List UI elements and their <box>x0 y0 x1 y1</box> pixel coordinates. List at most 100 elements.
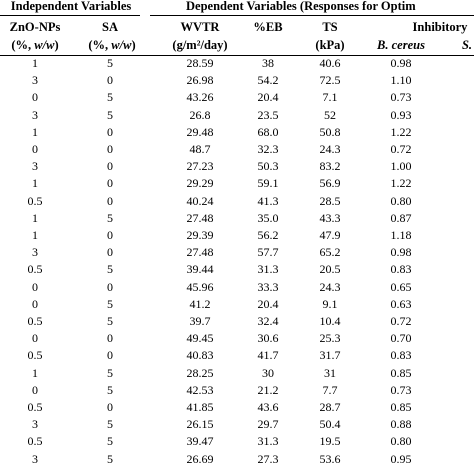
cell-eb: 23.5 <box>257 107 279 122</box>
cell-wvtr: 45.96 <box>186 279 214 294</box>
table-row: 3 0 26.98 54.2 72.5 1.10 <box>0 72 474 89</box>
cell-b-cereus: 1.18 <box>390 228 412 242</box>
cell-zno: 3 <box>32 159 38 174</box>
cell-zno: 0 <box>32 331 38 346</box>
cell-zno: 0.5 <box>27 193 43 208</box>
cell-zno: 1 <box>32 56 38 70</box>
cell-zno: 0 <box>32 279 38 294</box>
cell-b-cereus: 0.72 <box>390 314 412 328</box>
cell-wvtr: 27.48 <box>186 245 214 260</box>
cell-sa: 5 <box>107 56 113 70</box>
cell-zno: 0.5 <box>27 314 43 328</box>
cell-zno: 3 <box>32 245 38 260</box>
cell-zno: 1 <box>32 124 38 139</box>
table-row: 1 5 28.25 30 31 0.85 <box>0 365 474 382</box>
cell-b-cereus: 1.00 <box>390 159 412 174</box>
table-row: 0 5 42.53 21.2 7.7 0.73 <box>0 382 474 399</box>
cell-wvtr: 39.47 <box>186 434 214 449</box>
cell-eb: 57.7 <box>257 245 279 260</box>
header-group-row: Independent Variables Dependent Variable… <box>0 0 474 15</box>
unit-ts: (kPa) <box>315 38 345 52</box>
cell-zno: 0.5 <box>27 400 43 414</box>
cell-wvtr: 26.15 <box>186 417 214 432</box>
cell-eb: 30.6 <box>257 331 279 346</box>
cell-eb: 41.3 <box>257 193 279 208</box>
cell-b-cereus: 1.22 <box>390 124 412 139</box>
header-bottom-rule <box>0 55 474 56</box>
cell-sa: 5 <box>107 314 113 328</box>
cell-ts: 7.7 <box>322 382 338 397</box>
table-row: 0 5 43.26 20.4 7.1 0.73 <box>0 89 474 106</box>
cell-eb: 29.7 <box>257 417 279 432</box>
cell-eb: 38 <box>262 56 274 70</box>
cell-ts: 28.5 <box>319 193 341 208</box>
table-row: 0.5 5 39.7 32.4 10.4 0.72 <box>0 313 474 330</box>
table-row: 1 0 29.29 59.1 56.9 1.22 <box>0 175 474 192</box>
cell-b-cereus: 0.73 <box>390 382 412 397</box>
cell-zno: 0 <box>32 382 38 397</box>
cell-sa: 5 <box>107 296 113 311</box>
cell-eb: 21.2 <box>257 382 279 397</box>
cell-ts: 72.5 <box>319 73 341 88</box>
cell-ts: 24.3 <box>319 279 341 294</box>
column-eb: %EB <box>253 20 283 34</box>
cell-sa: 0 <box>107 245 113 260</box>
cell-eb: 32.3 <box>257 142 279 156</box>
cell-b-cereus: 0.98 <box>390 245 412 260</box>
column-ts: TS <box>322 20 338 34</box>
dependent-variables-heading: Dependent Variables (Responses for Optim <box>186 0 416 13</box>
cell-b-cereus: 0.80 <box>390 434 412 449</box>
cell-zno: 3 <box>32 73 38 88</box>
cell-ts: 50.4 <box>319 417 341 432</box>
table-row: 3 0 27.23 50.3 83.2 1.00 <box>0 158 474 175</box>
cell-ts: 31.7 <box>319 348 341 363</box>
dependent-underline <box>150 15 474 16</box>
cell-wvtr: 28.25 <box>186 365 214 380</box>
cell-b-cereus: 1.10 <box>390 73 412 88</box>
cell-ts: 20.5 <box>319 262 341 277</box>
cell-b-cereus: 0.80 <box>390 193 412 208</box>
cell-zno: 3 <box>32 451 38 466</box>
cell-sa: 5 <box>107 451 113 466</box>
cell-wvtr: 27.23 <box>186 159 214 174</box>
cell-zno: 0.5 <box>27 434 43 449</box>
cell-b-cereus: 0.83 <box>390 262 412 277</box>
cell-eb: 30 <box>262 365 274 380</box>
cell-sa: 0 <box>107 73 113 88</box>
unit-b-cereus: B. cereus <box>377 38 425 52</box>
table-row: 3 5 26.69 27.3 53.6 0.95 <box>0 451 474 468</box>
cell-ts: 25.3 <box>319 331 341 346</box>
table-row: 3 0 27.48 57.7 65.2 0.98 <box>0 244 474 261</box>
cell-b-cereus: 1.22 <box>390 176 412 191</box>
unit-wvtr: (g/m²/day) <box>172 38 228 52</box>
cell-wvtr: 28.59 <box>186 56 214 70</box>
cell-eb: 59.1 <box>257 176 279 191</box>
cell-ts: 24.3 <box>319 142 341 156</box>
cell-sa: 0 <box>107 193 113 208</box>
column-wvtr: WVTR <box>180 20 220 34</box>
cell-eb: 43.6 <box>257 400 279 414</box>
cell-b-cereus: 0.65 <box>390 279 412 294</box>
table-row: 0.5 0 41.85 43.6 28.7 0.85 <box>0 399 474 416</box>
cell-eb: 56.2 <box>257 228 279 242</box>
cell-b-cereus: 0.98 <box>390 56 412 70</box>
header-unit-row: (%, w/w) (%, w/w) (g/m²/day) (kPa) B. ce… <box>0 36 474 54</box>
cell-wvtr: 43.26 <box>186 90 214 105</box>
cell-sa: 0 <box>107 124 113 139</box>
cell-wvtr: 40.83 <box>186 348 214 363</box>
unit-s: S. <box>461 38 473 52</box>
table-row: 1 5 27.48 35.0 43.3 0.87 <box>0 210 474 227</box>
cell-ts: 56.9 <box>319 176 341 191</box>
cell-sa: 0 <box>107 176 113 191</box>
cell-eb: 41.7 <box>257 348 279 363</box>
cell-sa: 5 <box>107 382 113 397</box>
cell-b-cereus: 0.87 <box>390 210 412 225</box>
cell-eb: 31.3 <box>257 262 279 277</box>
cell-b-cereus: 0.95 <box>390 451 412 466</box>
table-row: 0.5 5 39.44 31.3 20.5 0.83 <box>0 261 474 278</box>
cell-ts: 50.8 <box>319 124 341 139</box>
table-row: 0.5 0 40.24 41.3 28.5 0.80 <box>0 193 474 210</box>
unit-zno-text: (%, w/w) <box>11 38 59 52</box>
cell-wvtr: 26.98 <box>186 73 214 88</box>
column-sa: SA <box>102 20 118 34</box>
